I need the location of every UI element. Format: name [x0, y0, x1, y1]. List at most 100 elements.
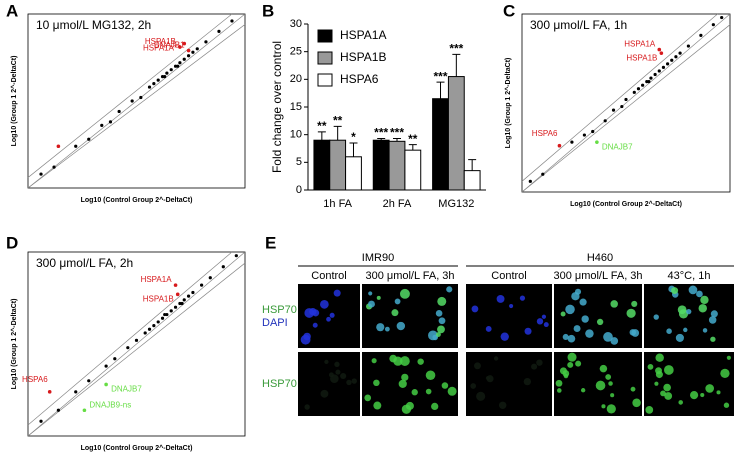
- point: [186, 54, 191, 58]
- cell: [536, 359, 543, 366]
- cell: [606, 404, 616, 414]
- point: [165, 71, 169, 75]
- cell: [575, 360, 582, 367]
- diagonal: [27, 13, 246, 189]
- point: [204, 40, 208, 44]
- cell: [655, 353, 664, 362]
- cell: [531, 363, 538, 370]
- cell: [610, 393, 615, 398]
- error-bar: [393, 138, 401, 142]
- highlight-point: [657, 47, 662, 52]
- y-tick-label: 0: [296, 184, 302, 196]
- cell: [610, 337, 619, 345]
- point: [541, 172, 545, 176]
- cell: [536, 318, 544, 325]
- bar: [329, 139, 347, 191]
- point: [52, 165, 56, 169]
- gene-label: HSPA6: [532, 129, 558, 138]
- cell: [435, 310, 443, 317]
- cell: [556, 388, 562, 393]
- cell: [702, 328, 708, 333]
- cell: [519, 295, 526, 301]
- cell: [563, 373, 569, 379]
- cell: [493, 356, 499, 361]
- cell: [330, 374, 339, 383]
- cell: [573, 325, 581, 333]
- cell: [309, 307, 317, 316]
- point: [603, 119, 607, 123]
- point: [87, 137, 91, 141]
- point: [134, 338, 139, 342]
- cell: [716, 390, 721, 395]
- cell: [686, 308, 692, 315]
- cell: [645, 405, 654, 414]
- cell: [346, 379, 352, 386]
- cell: [351, 378, 357, 384]
- cell: [324, 359, 329, 365]
- cell: [626, 308, 636, 318]
- point: [147, 85, 152, 89]
- point: [152, 324, 156, 328]
- point: [649, 76, 653, 80]
- cell: [565, 304, 575, 315]
- cell: [653, 314, 659, 320]
- cell: [726, 355, 731, 360]
- cell: [700, 393, 705, 398]
- cell: [312, 322, 318, 328]
- point: [39, 419, 43, 423]
- cell: [335, 369, 341, 375]
- point: [39, 172, 43, 176]
- cell: [438, 317, 446, 325]
- cell: [500, 332, 509, 341]
- point: [699, 33, 703, 37]
- bar: [463, 170, 481, 191]
- error-bar: [333, 125, 342, 141]
- point: [632, 90, 636, 94]
- diagonal: [27, 24, 246, 189]
- diagonal: [521, 13, 718, 182]
- diagonal: [27, 13, 233, 178]
- cell: [567, 352, 577, 362]
- error-bar: [377, 138, 386, 141]
- point: [641, 83, 645, 87]
- cell: [401, 404, 412, 414]
- cell: [720, 368, 730, 379]
- cell: [396, 321, 406, 331]
- point: [74, 144, 78, 148]
- bar: [313, 139, 331, 191]
- cell: [394, 298, 401, 305]
- y-axis-label: Log10 (Group 1 2^-DeltaCt): [504, 58, 512, 149]
- panel-letter: B: [262, 1, 274, 20]
- panel-letter: E: [265, 233, 276, 252]
- point: [176, 64, 180, 68]
- gene-label: DNAJB9-ns: [89, 400, 131, 409]
- highlight-point: [178, 45, 182, 49]
- point: [130, 99, 134, 103]
- cell: [496, 294, 505, 303]
- cell: [398, 379, 407, 388]
- cell: [447, 386, 457, 396]
- cell: [605, 374, 612, 380]
- point: [163, 75, 167, 79]
- point: [647, 80, 651, 84]
- panel-letter: C: [503, 1, 515, 20]
- point: [657, 69, 661, 73]
- cell: [654, 381, 659, 386]
- bar: [432, 98, 449, 191]
- point: [182, 57, 186, 61]
- cell: [384, 326, 390, 332]
- point: [678, 51, 682, 55]
- cell: [436, 332, 441, 337]
- column-label: 300 μmol/L FA, 3h: [365, 270, 454, 282]
- cell: [471, 305, 479, 313]
- row-label: HSP70: [262, 304, 297, 316]
- point: [143, 331, 147, 335]
- significance: ***: [390, 126, 404, 140]
- panel-letter: A: [6, 1, 18, 20]
- cell: [601, 404, 606, 409]
- point: [570, 140, 574, 144]
- x-tick-label: 2h FA: [383, 198, 412, 210]
- cell: [498, 401, 507, 409]
- micrograph: [362, 284, 458, 348]
- point: [139, 95, 143, 100]
